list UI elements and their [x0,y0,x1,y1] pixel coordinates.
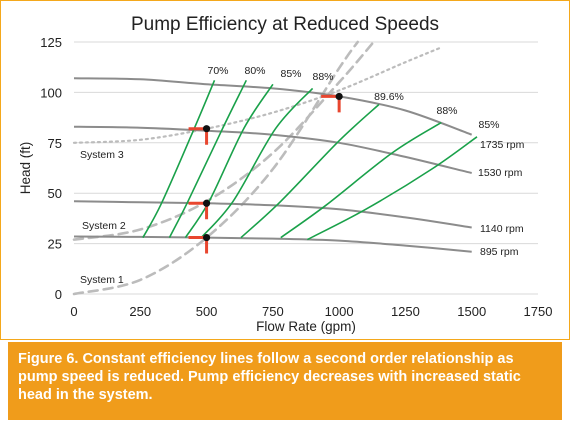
operating-point [202,125,211,133]
efficiency-label: 85% [280,68,301,80]
y-tick-label: 75 [48,136,62,151]
operating-point [202,199,211,207]
system-label: System 2 [82,220,126,232]
pump-speed-label: 1735 rpm [480,139,525,151]
pump-curve [73,235,472,253]
x-tick-label: 250 [129,304,151,319]
efficiency-line [142,79,216,238]
x-tick-label: 1750 [524,304,553,319]
pump-curve [73,125,472,174]
y-axis-label: Head (ft) [18,142,33,195]
efficiency-label: 80% [244,65,265,77]
efficiency-line [280,121,442,239]
pump-speed-label: 895 rpm [480,246,519,258]
efficiency-label: 89.6% [374,91,404,103]
efficiency-line [168,79,248,238]
efficiency-line [306,136,478,241]
operating-point-marker [321,94,341,113]
system-curve [72,46,441,144]
efficiency-label: 88% [436,105,457,117]
x-tick-label: 1500 [457,304,486,319]
figure-caption: Figure 6. Constant efficiency lines foll… [8,342,562,420]
pump-speed-label: 1530 rpm [478,167,523,179]
y-tick-label: 100 [40,85,62,100]
pump-curve [73,77,473,136]
system-label: System 1 [80,274,124,286]
y-tick-label: 50 [48,186,62,201]
x-tick-label: 1000 [325,304,354,319]
efficiency-line [240,103,380,239]
x-axis-label: Flow Rate (gpm) [256,319,356,334]
x-tick-label: 1250 [391,304,420,319]
pump-speed-label: 1140 rpm [480,223,524,235]
efficiency-label: 70% [207,65,228,77]
operating-point [335,92,343,101]
efficiency-line [200,87,314,239]
efficiency-label: 85% [478,119,499,131]
efficiency-label: 88% [312,71,333,83]
x-tick-label: 0 [70,304,77,319]
operating-point [202,233,211,242]
y-tick-label: 25 [48,237,62,252]
x-tick-label: 750 [262,304,284,319]
chart: Pump Efficiency at Reduced Speeds 0 25 50 75… [18,14,553,334]
y-tick-label: 0 [55,287,62,302]
y-tick-label: 125 [40,35,62,50]
efficiency-line [184,83,274,239]
x-tick-label: 500 [196,304,218,319]
pump-curve [73,200,472,229]
chart-title: Pump Efficiency at Reduced Speeds [131,14,439,35]
system-curve [72,40,375,241]
system-label: System 3 [80,149,124,161]
